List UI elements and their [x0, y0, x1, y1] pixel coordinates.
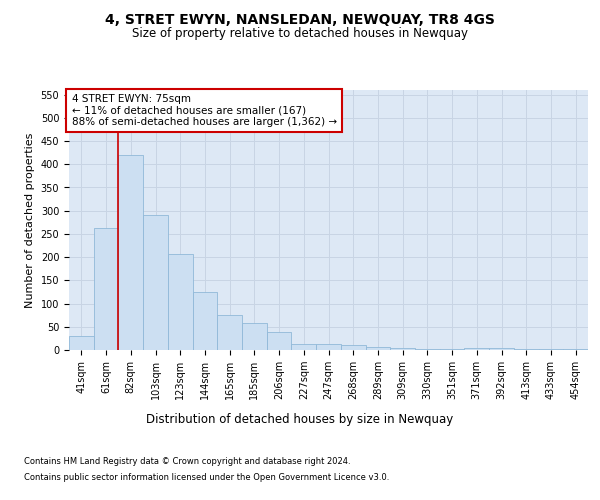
Bar: [316, 344, 341, 350]
Bar: [365, 347, 390, 350]
Bar: [390, 348, 415, 350]
Bar: [118, 155, 143, 350]
Bar: [94, 228, 118, 350]
Bar: [464, 348, 489, 350]
Bar: [563, 349, 588, 350]
Bar: [168, 254, 193, 350]
Bar: [539, 349, 563, 350]
Bar: [143, 216, 168, 350]
Bar: [242, 323, 267, 350]
Bar: [217, 315, 242, 350]
Bar: [267, 332, 292, 350]
Bar: [489, 348, 514, 350]
Bar: [69, 336, 94, 350]
Text: Contains HM Land Registry data © Crown copyright and database right 2024.: Contains HM Land Registry data © Crown c…: [24, 458, 350, 466]
Bar: [193, 292, 217, 350]
Bar: [440, 349, 464, 350]
Bar: [292, 344, 316, 350]
Text: Size of property relative to detached houses in Newquay: Size of property relative to detached ho…: [132, 28, 468, 40]
Bar: [415, 349, 440, 350]
Y-axis label: Number of detached properties: Number of detached properties: [25, 132, 35, 308]
Text: 4 STRET EWYN: 75sqm
← 11% of detached houses are smaller (167)
88% of semi-detac: 4 STRET EWYN: 75sqm ← 11% of detached ho…: [71, 94, 337, 127]
Text: Contains public sector information licensed under the Open Government Licence v3: Contains public sector information licen…: [24, 472, 389, 482]
Bar: [341, 346, 365, 350]
Text: Distribution of detached houses by size in Newquay: Distribution of detached houses by size …: [146, 412, 454, 426]
Bar: [514, 349, 539, 350]
Text: 4, STRET EWYN, NANSLEDAN, NEWQUAY, TR8 4GS: 4, STRET EWYN, NANSLEDAN, NEWQUAY, TR8 4…: [105, 12, 495, 26]
